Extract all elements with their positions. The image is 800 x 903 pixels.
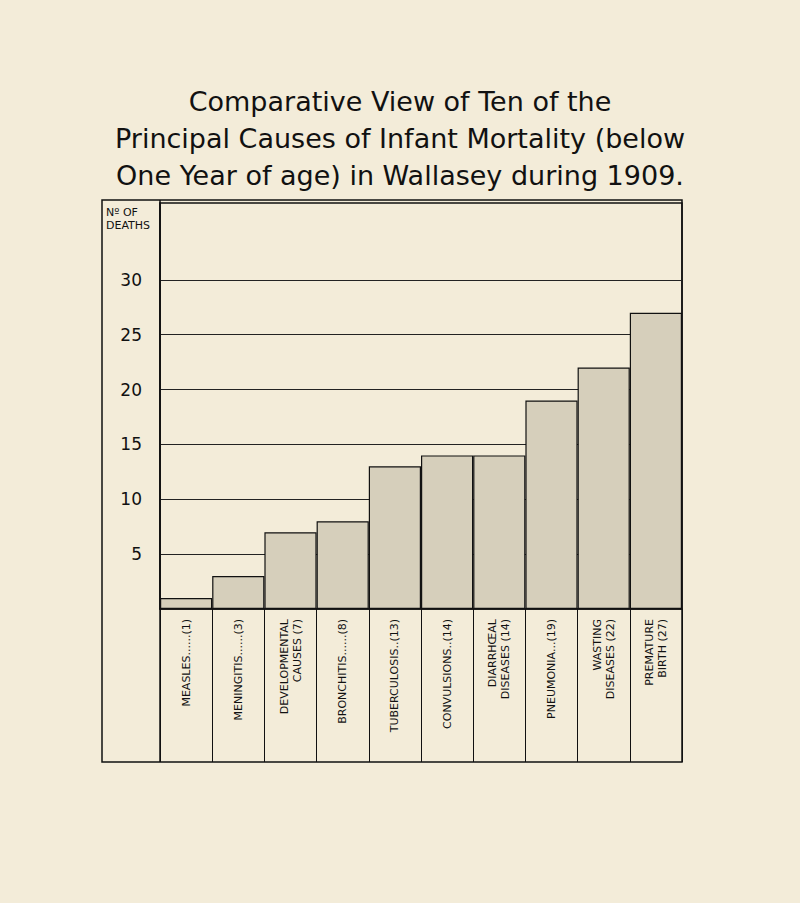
svg-text:DIARRHŒAL: DIARRHŒAL bbox=[486, 618, 499, 687]
svg-text:25: 25 bbox=[120, 325, 142, 345]
svg-text:DISEASES (14): DISEASES (14) bbox=[499, 619, 512, 699]
svg-text:TUBERCULOSIS..(13): TUBERCULOSIS..(13) bbox=[388, 619, 401, 733]
svg-text:30: 30 bbox=[120, 270, 142, 290]
svg-text:BRONCHITIS......(8): BRONCHITIS......(8) bbox=[336, 619, 349, 724]
svg-text:5: 5 bbox=[131, 544, 142, 564]
svg-text:BIRTH (27): BIRTH (27) bbox=[656, 619, 669, 678]
svg-text:DEVELOPMENTAL: DEVELOPMENTAL bbox=[278, 618, 291, 714]
svg-text:MEASLES......(1): MEASLES......(1) bbox=[180, 619, 193, 707]
svg-text:Comparative View of Ten of the: Comparative View of Ten of the bbox=[189, 86, 612, 117]
svg-text:DISEASES (22): DISEASES (22) bbox=[604, 619, 617, 699]
svg-text:PNEUMONIA...(19): PNEUMONIA...(19) bbox=[545, 619, 558, 719]
svg-text:20: 20 bbox=[120, 380, 142, 400]
svg-text:15: 15 bbox=[120, 434, 142, 454]
svg-text:MENINGITIS......(3): MENINGITIS......(3) bbox=[232, 619, 245, 720]
svg-text:PREMATURE: PREMATURE bbox=[643, 619, 656, 686]
svg-text:Principal Causes of Infant Mor: Principal Causes of Infant Mortality (be… bbox=[115, 123, 685, 154]
svg-text:Nº OF: Nº OF bbox=[106, 206, 138, 219]
svg-text:One Year of age) in Wallasey d: One Year of age) in Wallasey during 1909… bbox=[116, 160, 684, 191]
svg-text:DEATHS: DEATHS bbox=[106, 219, 150, 232]
svg-text:10: 10 bbox=[120, 489, 142, 509]
svg-text:CAUSES (7): CAUSES (7) bbox=[291, 619, 304, 682]
svg-text:CONVULSIONS..(14): CONVULSIONS..(14) bbox=[441, 619, 454, 729]
svg-text:WASTING: WASTING bbox=[591, 619, 604, 671]
